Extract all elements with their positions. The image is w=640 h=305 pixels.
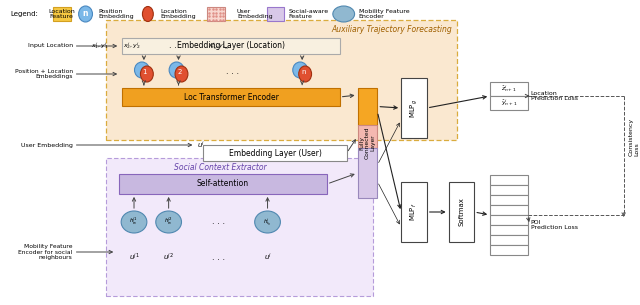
Bar: [106, 158, 373, 296]
Text: Mobility Feature
Encoder for social
neighbours: Mobility Feature Encoder for social neig…: [19, 244, 73, 260]
Text: Embedding Layer (Location): Embedding Layer (Location): [177, 41, 285, 51]
Text: Legend:: Legend:: [10, 11, 38, 17]
Ellipse shape: [333, 6, 355, 22]
Ellipse shape: [134, 62, 149, 78]
Text: MLP$_g$: MLP$_g$: [408, 99, 420, 117]
Bar: [490, 215, 528, 225]
Text: Social Context Extractor: Social Context Extractor: [173, 163, 266, 173]
Text: User
Embedding: User Embedding: [237, 9, 273, 20]
Text: User Embedding: User Embedding: [21, 142, 73, 148]
Text: Embedding Layer (User): Embedding Layer (User): [228, 149, 321, 157]
Ellipse shape: [140, 66, 154, 82]
Bar: [122, 38, 340, 54]
Bar: [401, 182, 427, 242]
Bar: [358, 88, 378, 125]
Text: n: n: [301, 69, 305, 75]
Text: Position + Location
Embeddings: Position + Location Embeddings: [15, 69, 73, 79]
Text: Input Location: Input Location: [28, 44, 73, 48]
Text: $h_{t_n}^{j2}$: $h_{t_n}^{j2}$: [164, 216, 173, 228]
Ellipse shape: [169, 62, 184, 78]
Bar: [490, 185, 528, 195]
Bar: [207, 7, 225, 21]
Bar: [490, 225, 528, 235]
Bar: [490, 96, 528, 110]
Text: Mobility Feature
Encoder: Mobility Feature Encoder: [358, 9, 409, 20]
Text: $u^i$: $u^i$: [197, 139, 205, 151]
Text: $h_{t_n}^{i}$: $h_{t_n}^{i}$: [263, 216, 272, 228]
Text: $x^i_{2}, y^i_2$: $x^i_{2}, y^i_2$: [123, 41, 141, 52]
Text: . . .: . . .: [227, 67, 239, 77]
Ellipse shape: [156, 211, 182, 233]
Text: n: n: [83, 9, 88, 19]
Ellipse shape: [143, 6, 154, 21]
Bar: [490, 205, 528, 215]
Text: $h_{t_n}^{j1}$: $h_{t_n}^{j1}$: [129, 216, 138, 228]
Text: $\hat{z}^i_{n+1}$: $\hat{z}^i_{n+1}$: [501, 84, 517, 95]
Text: Social-aware
Feature: Social-aware Feature: [288, 9, 328, 20]
Bar: [53, 7, 70, 21]
Text: MLP$_f$: MLP$_f$: [409, 203, 419, 221]
Ellipse shape: [79, 6, 92, 22]
Bar: [106, 20, 458, 140]
Ellipse shape: [292, 62, 308, 78]
Text: 1: 1: [143, 69, 147, 75]
Ellipse shape: [299, 66, 312, 82]
Text: . . .: . . .: [212, 217, 225, 227]
Bar: [119, 174, 327, 194]
Bar: [490, 245, 528, 255]
Text: . . .: . . .: [169, 41, 182, 51]
Bar: [401, 78, 427, 138]
Ellipse shape: [175, 66, 188, 82]
Bar: [204, 145, 347, 161]
Bar: [449, 182, 474, 242]
Bar: [490, 82, 528, 96]
Text: Loc Transformer Encoder: Loc Transformer Encoder: [184, 92, 278, 102]
Text: Location
Prediction Loss: Location Prediction Loss: [531, 91, 578, 101]
Text: Consistency
Loss: Consistency Loss: [628, 117, 639, 156]
Text: $u^{j1}$: $u^{j1}$: [129, 251, 140, 263]
Bar: [490, 175, 528, 185]
Text: POI
Prediction Loss: POI Prediction Loss: [531, 220, 578, 230]
Bar: [358, 125, 378, 148]
Bar: [358, 148, 378, 198]
Text: $x^i_{t_n}, y^i_{t_m}$: $x^i_{t_n}, y^i_{t_m}$: [207, 40, 228, 52]
Text: Location
Feature: Location Feature: [49, 9, 75, 20]
Text: Auxiliary Trajectory Forecasting: Auxiliary Trajectory Forecasting: [332, 26, 452, 34]
Text: Softmax: Softmax: [458, 198, 465, 226]
Text: . . .: . . .: [212, 253, 225, 261]
Text: $x^i_{1}, y^i_1$: $x^i_{1}, y^i_1$: [92, 41, 109, 52]
Text: $u^{i}$: $u^{i}$: [264, 251, 271, 263]
Ellipse shape: [255, 211, 280, 233]
Text: Position
Embedding: Position Embedding: [99, 9, 134, 20]
Text: Location
Embedding: Location Embedding: [161, 9, 196, 20]
Ellipse shape: [121, 211, 147, 233]
Bar: [490, 195, 528, 205]
Bar: [266, 7, 284, 21]
Text: $\hat{y}^i_{n+1}$: $\hat{y}^i_{n+1}$: [500, 98, 517, 108]
Bar: [122, 88, 340, 106]
Text: Fully
Connected
Layer: Fully Connected Layer: [359, 127, 376, 159]
Text: $u^{j2}$: $u^{j2}$: [163, 251, 174, 263]
Bar: [490, 235, 528, 245]
Text: Self-attention: Self-attention: [197, 180, 249, 188]
Text: 2: 2: [177, 69, 182, 75]
